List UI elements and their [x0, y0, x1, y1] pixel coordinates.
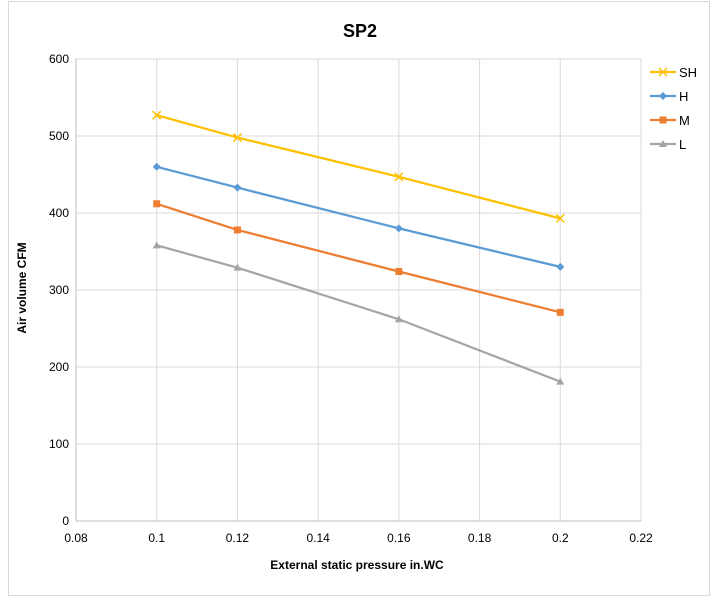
data-point-m — [233, 226, 241, 234]
y-tick-label: 100 — [49, 437, 69, 451]
grid-layer — [75, 58, 642, 522]
y-tick-label: 600 — [49, 52, 69, 66]
data-point-m — [556, 308, 564, 316]
data-point-sh — [232, 133, 242, 143]
data-point-h — [233, 183, 242, 192]
legend-marker-m — [659, 116, 667, 124]
y-axis-title: Air volume CFM — [15, 242, 29, 333]
y-tick-label: 0 — [62, 514, 69, 528]
x-axis-title: External static pressure in.WC — [270, 558, 444, 572]
data-point-sh — [555, 213, 565, 223]
axis-layer: 0 100 200 300 400 500 600 0.08 0.1 0.12 0.14 0.16 0.… — [49, 52, 653, 545]
legend-marker-sh — [658, 67, 668, 77]
chart-frame — [8, 1, 710, 596]
series-line-sh — [156, 114, 561, 220]
data-point-h — [394, 224, 403, 233]
y-tick-label: 400 — [49, 206, 69, 220]
chart-title: SP2 — [343, 21, 377, 41]
y-tick-label: 300 — [49, 283, 69, 297]
data-point-l — [394, 315, 403, 323]
data-point-l — [152, 241, 161, 249]
data-point-h — [556, 262, 565, 271]
series-layer — [152, 110, 565, 385]
legend-label-m: M — [679, 113, 690, 128]
legend-label-l: L — [679, 137, 686, 152]
x-tick-label: 0.12 — [226, 531, 250, 545]
legend: SH HML — [650, 65, 697, 152]
x-tick-label: 0.18 — [468, 531, 492, 545]
data-point-h — [152, 162, 161, 171]
data-point-l — [556, 377, 565, 385]
y-tick-label: 500 — [49, 129, 69, 143]
data-point-m — [153, 200, 161, 208]
x-tick-label: 0.14 — [306, 531, 330, 545]
x-tick-label: 0.22 — [629, 531, 653, 545]
series-line-m — [156, 202, 561, 314]
data-point-m — [395, 268, 403, 276]
y-tick-label: 200 — [49, 360, 69, 374]
legend-label-sh: SH — [679, 65, 697, 80]
legend-marker-h — [659, 92, 667, 100]
x-tick-label: 0.2 — [552, 531, 569, 545]
legend-marker-l — [659, 140, 667, 147]
x-tick-label: 0.16 — [387, 531, 411, 545]
series-line-l — [156, 244, 561, 383]
data-point-sh — [152, 110, 162, 120]
x-tick-label: 0.1 — [148, 531, 165, 545]
data-point-sh — [394, 172, 404, 182]
series-line-h — [156, 165, 561, 268]
legend-label-h: H — [679, 89, 688, 104]
data-point-l — [233, 263, 242, 271]
x-tick-label: 0.08 — [64, 531, 88, 545]
